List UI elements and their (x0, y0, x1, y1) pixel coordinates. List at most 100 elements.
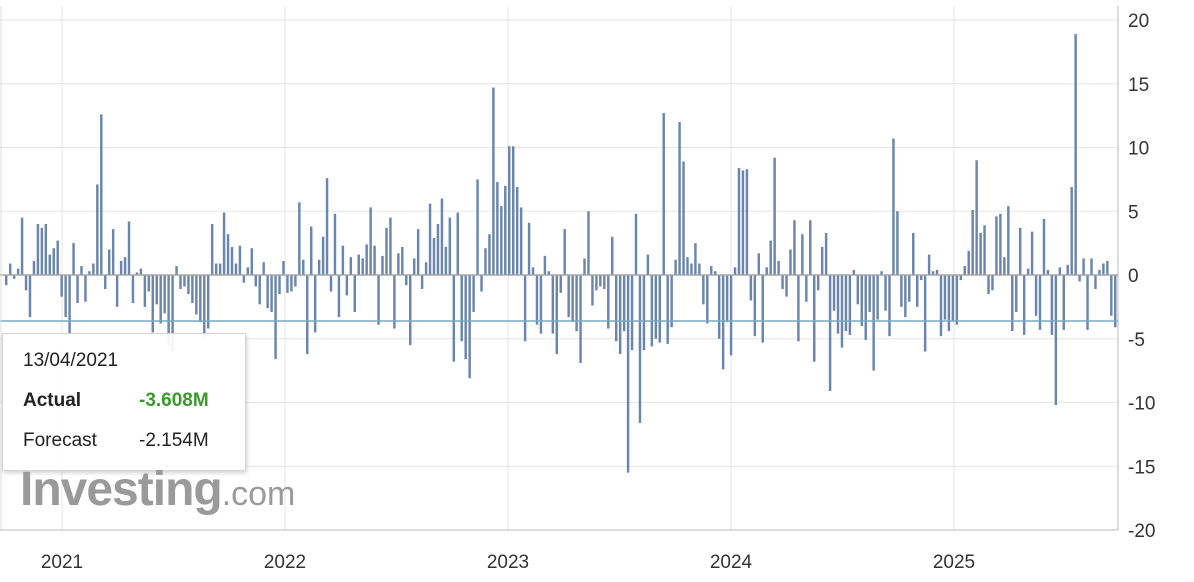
bar (107, 249, 111, 275)
bar (298, 202, 301, 275)
bar (951, 275, 955, 321)
bar (900, 275, 903, 307)
bar (511, 146, 515, 275)
bar (793, 220, 796, 275)
bar (666, 275, 669, 344)
bar (654, 275, 658, 339)
bar (424, 262, 428, 275)
bar (947, 275, 951, 332)
bar (979, 232, 982, 275)
bar (919, 275, 923, 281)
bar (690, 263, 693, 275)
bar (432, 238, 436, 275)
bar (484, 248, 487, 275)
bar (836, 275, 840, 334)
bar (337, 275, 341, 318)
y-tick-label: 5 (1128, 202, 1139, 223)
bar (20, 217, 24, 275)
bar (872, 275, 875, 371)
bar (306, 275, 309, 355)
bar (242, 275, 246, 283)
bar (1015, 275, 1018, 312)
bar (448, 217, 452, 275)
bar (1007, 206, 1010, 275)
bar (1102, 263, 1105, 275)
bar (56, 240, 59, 275)
bar (1042, 218, 1046, 275)
bar (880, 271, 883, 275)
bar (939, 275, 943, 337)
bar (175, 266, 178, 275)
bar (773, 157, 776, 275)
bar (975, 160, 978, 275)
bar (357, 254, 360, 275)
bar (238, 245, 242, 275)
bar (460, 275, 463, 342)
bar (381, 255, 384, 275)
bar (567, 275, 570, 318)
bar (341, 245, 345, 275)
bar (959, 275, 963, 281)
bar (1094, 275, 1097, 290)
bar (333, 213, 337, 275)
bar (852, 269, 856, 275)
bar (539, 275, 543, 334)
bar (896, 211, 899, 275)
bar (904, 275, 907, 318)
bar (96, 184, 99, 275)
bar (531, 267, 535, 275)
bar (226, 234, 230, 275)
bar (1038, 275, 1042, 330)
bar (527, 222, 531, 275)
bar (254, 275, 257, 287)
bar (820, 246, 824, 275)
bar (753, 275, 757, 337)
bar (832, 275, 836, 311)
bar (155, 275, 158, 305)
bar (710, 266, 713, 275)
logo-suffix-text: .com (221, 475, 296, 513)
bar (317, 259, 321, 275)
bar (733, 267, 737, 275)
bar (167, 275, 170, 346)
bar (428, 203, 432, 275)
bar (575, 275, 578, 332)
tooltip-actual-value: -3.608M (139, 390, 209, 411)
bar (797, 275, 800, 342)
bar (80, 266, 83, 275)
bar (828, 275, 832, 392)
bar (995, 216, 998, 275)
bar (650, 275, 654, 347)
y-tick-label: 20 (1128, 11, 1149, 32)
axes: 20 15 10 5 0 -5 -10 -15 -20 2021 2022 2023 2024 2025 (0, 6, 1155, 573)
bar (816, 275, 820, 291)
bar (813, 275, 816, 362)
bar (864, 275, 867, 341)
bar (717, 275, 721, 339)
bar (646, 254, 650, 275)
bar (207, 275, 210, 329)
bar (309, 226, 313, 275)
bar (943, 275, 947, 320)
bar (884, 275, 887, 311)
bar (698, 263, 701, 275)
bar (452, 275, 456, 362)
bar (725, 275, 729, 323)
bar (127, 221, 131, 275)
bar (115, 275, 119, 307)
bar (658, 275, 661, 343)
bar (8, 263, 12, 275)
bar (1018, 227, 1022, 275)
bar (599, 275, 602, 287)
bar (963, 266, 966, 275)
bar (468, 275, 471, 379)
bar (159, 275, 162, 324)
bar (591, 275, 594, 306)
bar (412, 258, 416, 275)
bar (860, 275, 864, 326)
bar (405, 275, 408, 286)
bars (5, 34, 1117, 473)
tooltip-forecast-value: -2.154M (139, 430, 209, 451)
bar (464, 275, 467, 360)
bar (36, 224, 40, 275)
